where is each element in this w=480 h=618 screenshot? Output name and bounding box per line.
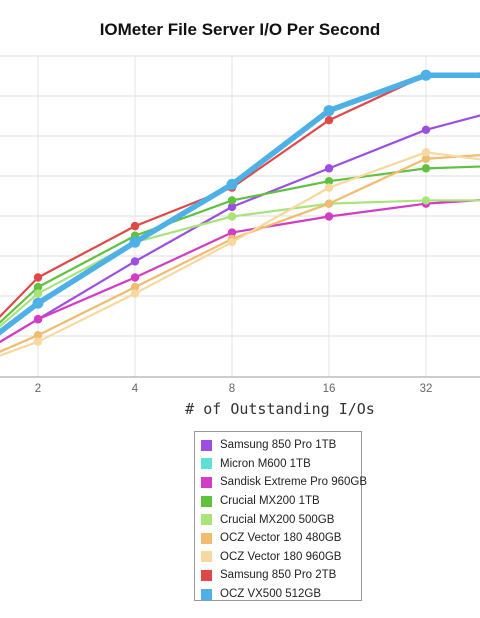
series-samsung-850-pro-1tb: [0, 114, 480, 344]
series-samsung-850-pro-2tb: [0, 71, 480, 319]
data-point: [421, 154, 431, 163]
data-point: [32, 297, 44, 309]
data-point: [129, 236, 141, 248]
data-point: [323, 105, 335, 117]
series-line: [0, 165, 480, 324]
legend-item[interactable]: Sandisk Extreme Pro 960GB: [201, 473, 367, 492]
data-point: [227, 212, 237, 221]
legend-item[interactable]: OCZ Vector 180 960GB: [201, 548, 361, 567]
legend-label: OCZ VX500 512GB: [220, 588, 321, 601]
legend-item[interactable]: Crucial MX200 1TB: [201, 492, 361, 511]
chart-title: IOMeter File Server I/O Per Second: [99, 20, 381, 39]
data-point: [421, 125, 431, 135]
legend-swatch: [201, 476, 212, 488]
data-point: [421, 164, 431, 173]
data-point: [324, 176, 334, 186]
data-point: [226, 178, 238, 190]
data-point: [130, 273, 140, 282]
data-point: [130, 282, 140, 292]
legend-swatch: [201, 588, 212, 600]
data-point: [324, 199, 334, 208]
series-line: [0, 199, 480, 328]
series-crucial-mx200-1tb: [0, 164, 480, 324]
data-point: [324, 116, 334, 125]
data-point: [130, 257, 140, 266]
legend-swatch: [201, 532, 212, 544]
legend-item[interactable]: Samsung 850 Pro 2TB: [201, 566, 361, 585]
legend-label: OCZ Vector 180 480GB: [220, 532, 342, 545]
legend-label: Samsung 850 Pro 2TB: [220, 569, 337, 582]
x-tick-label: 2: [35, 383, 41, 395]
legend-item[interactable]: Micron M600 1TB: [201, 455, 361, 474]
legend-item[interactable]: Crucial MX200 500GB: [201, 510, 361, 529]
series-ocz-vector-180-960gb: [0, 148, 480, 357]
series-ocz-vx500-512gb: [0, 69, 480, 336]
data-point: [33, 337, 43, 346]
series-line: [0, 72, 480, 319]
legend-item[interactable]: OCZ VX500 512GB: [201, 585, 361, 604]
series-sandisk-extreme-pro-960gb: [0, 198, 480, 344]
data-point: [33, 331, 43, 340]
data-point: [227, 202, 237, 212]
x-tick-label: 16: [323, 383, 336, 395]
legend-label: Crucial MX200 500GB: [220, 513, 335, 526]
data-point: [33, 315, 43, 324]
data-point: [130, 289, 140, 298]
legend-swatch: [201, 514, 212, 526]
legend-label: OCZ Vector 180 960GB: [220, 550, 342, 563]
legend-item[interactable]: Samsung 850 Pro 1TB: [201, 436, 361, 455]
data-point: [33, 289, 43, 298]
legend-swatch: [201, 569, 212, 581]
data-point: [227, 196, 237, 205]
legend-item[interactable]: OCZ Vector 180 480GB: [201, 529, 361, 548]
data-point: [227, 228, 237, 237]
x-axis-title: # of Outstanding I/Os: [185, 400, 375, 418]
series-line: [0, 154, 480, 353]
legend-label: Sandisk Extreme Pro 960GB: [220, 476, 368, 489]
data-point: [421, 196, 431, 205]
legend-label: Crucial MX200 1TB: [220, 495, 320, 508]
line-chart: 2 4 8 16 32: [0, 55, 480, 395]
series-line: [0, 198, 480, 344]
x-tick-label: 8: [229, 383, 235, 395]
chart-legend: Samsung 850 Pro 1TB Micron M600 1TB Sandis…: [194, 431, 367, 604]
x-tick-label: 32: [420, 383, 433, 395]
x-tick-label: 4: [132, 383, 139, 395]
data-point: [420, 69, 432, 81]
legend-swatch: [201, 458, 212, 470]
legend-swatch: [201, 439, 212, 451]
data-point: [227, 237, 237, 247]
series-line: [0, 151, 480, 357]
data-point: [130, 221, 140, 231]
data-point: [33, 273, 43, 282]
data-point: [324, 212, 334, 221]
data-point: [324, 164, 334, 173]
data-point: [421, 148, 431, 157]
series-line: [0, 72, 480, 336]
series-crucial-mx200-500gb: [0, 196, 480, 328]
data-point: [33, 282, 43, 292]
legend-swatch: [201, 495, 212, 507]
data-point: [324, 183, 334, 192]
legend-swatch: [201, 551, 212, 563]
legend-label: Samsung 850 Pro 1TB: [220, 439, 337, 452]
legend-label: Micron M600 1TB: [220, 457, 311, 470]
